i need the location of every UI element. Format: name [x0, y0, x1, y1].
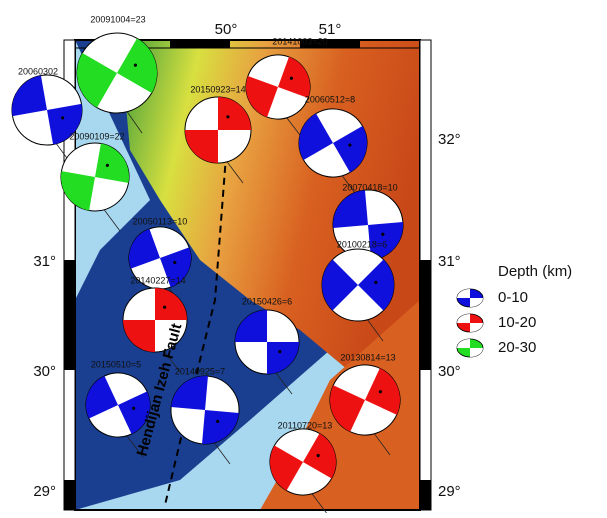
- axis-label: 30°: [438, 363, 461, 380]
- compression-quadrant: [6, 76, 47, 117]
- event-label: 20150510=5: [91, 359, 141, 369]
- event-label: 20130814=13: [340, 352, 395, 362]
- event-label: 20110720=13: [278, 420, 333, 430]
- event-label: 20140227=14: [130, 275, 185, 285]
- axis-label: 31°: [438, 253, 461, 270]
- axis-label: 29°: [33, 483, 56, 500]
- event-label: 20100218=6: [337, 239, 387, 249]
- p-axis: [163, 306, 166, 309]
- axis-label: 30°: [33, 363, 56, 380]
- event-label: 20070418=10: [342, 182, 397, 192]
- legend-label: 0-10: [498, 289, 528, 306]
- axis-label: 32°: [438, 131, 461, 148]
- event-label: 20150923=14: [190, 84, 245, 94]
- p-axis: [278, 350, 281, 353]
- focal-mechanism: [235, 310, 299, 374]
- event-label: 20150426=6: [242, 296, 292, 306]
- event-label: 20060512=8: [305, 94, 355, 104]
- event-label: 20090109=22: [69, 131, 124, 141]
- axis-label: 50°: [215, 21, 238, 38]
- axis-label: 29°: [438, 483, 461, 500]
- legend-label: 20-30: [498, 339, 536, 356]
- legend-label: 10-20: [498, 314, 536, 331]
- axis-label: 31°: [33, 253, 56, 270]
- event-label: 20140925=7: [175, 366, 225, 376]
- map-figure: 50°51°32°31°30°29°32°31°30°29°20091004=2…: [0, 0, 607, 513]
- compression-quadrant: [56, 171, 95, 210]
- event-label: 20060302: [18, 66, 58, 76]
- event-label: 20091004=23: [90, 14, 145, 24]
- event-label: 20141003=20: [272, 36, 327, 46]
- focal-mechanism: [185, 97, 251, 163]
- event-label: 20050113=10: [133, 216, 188, 226]
- p-axis: [226, 115, 229, 118]
- legend-title: Depth (km): [498, 263, 572, 280]
